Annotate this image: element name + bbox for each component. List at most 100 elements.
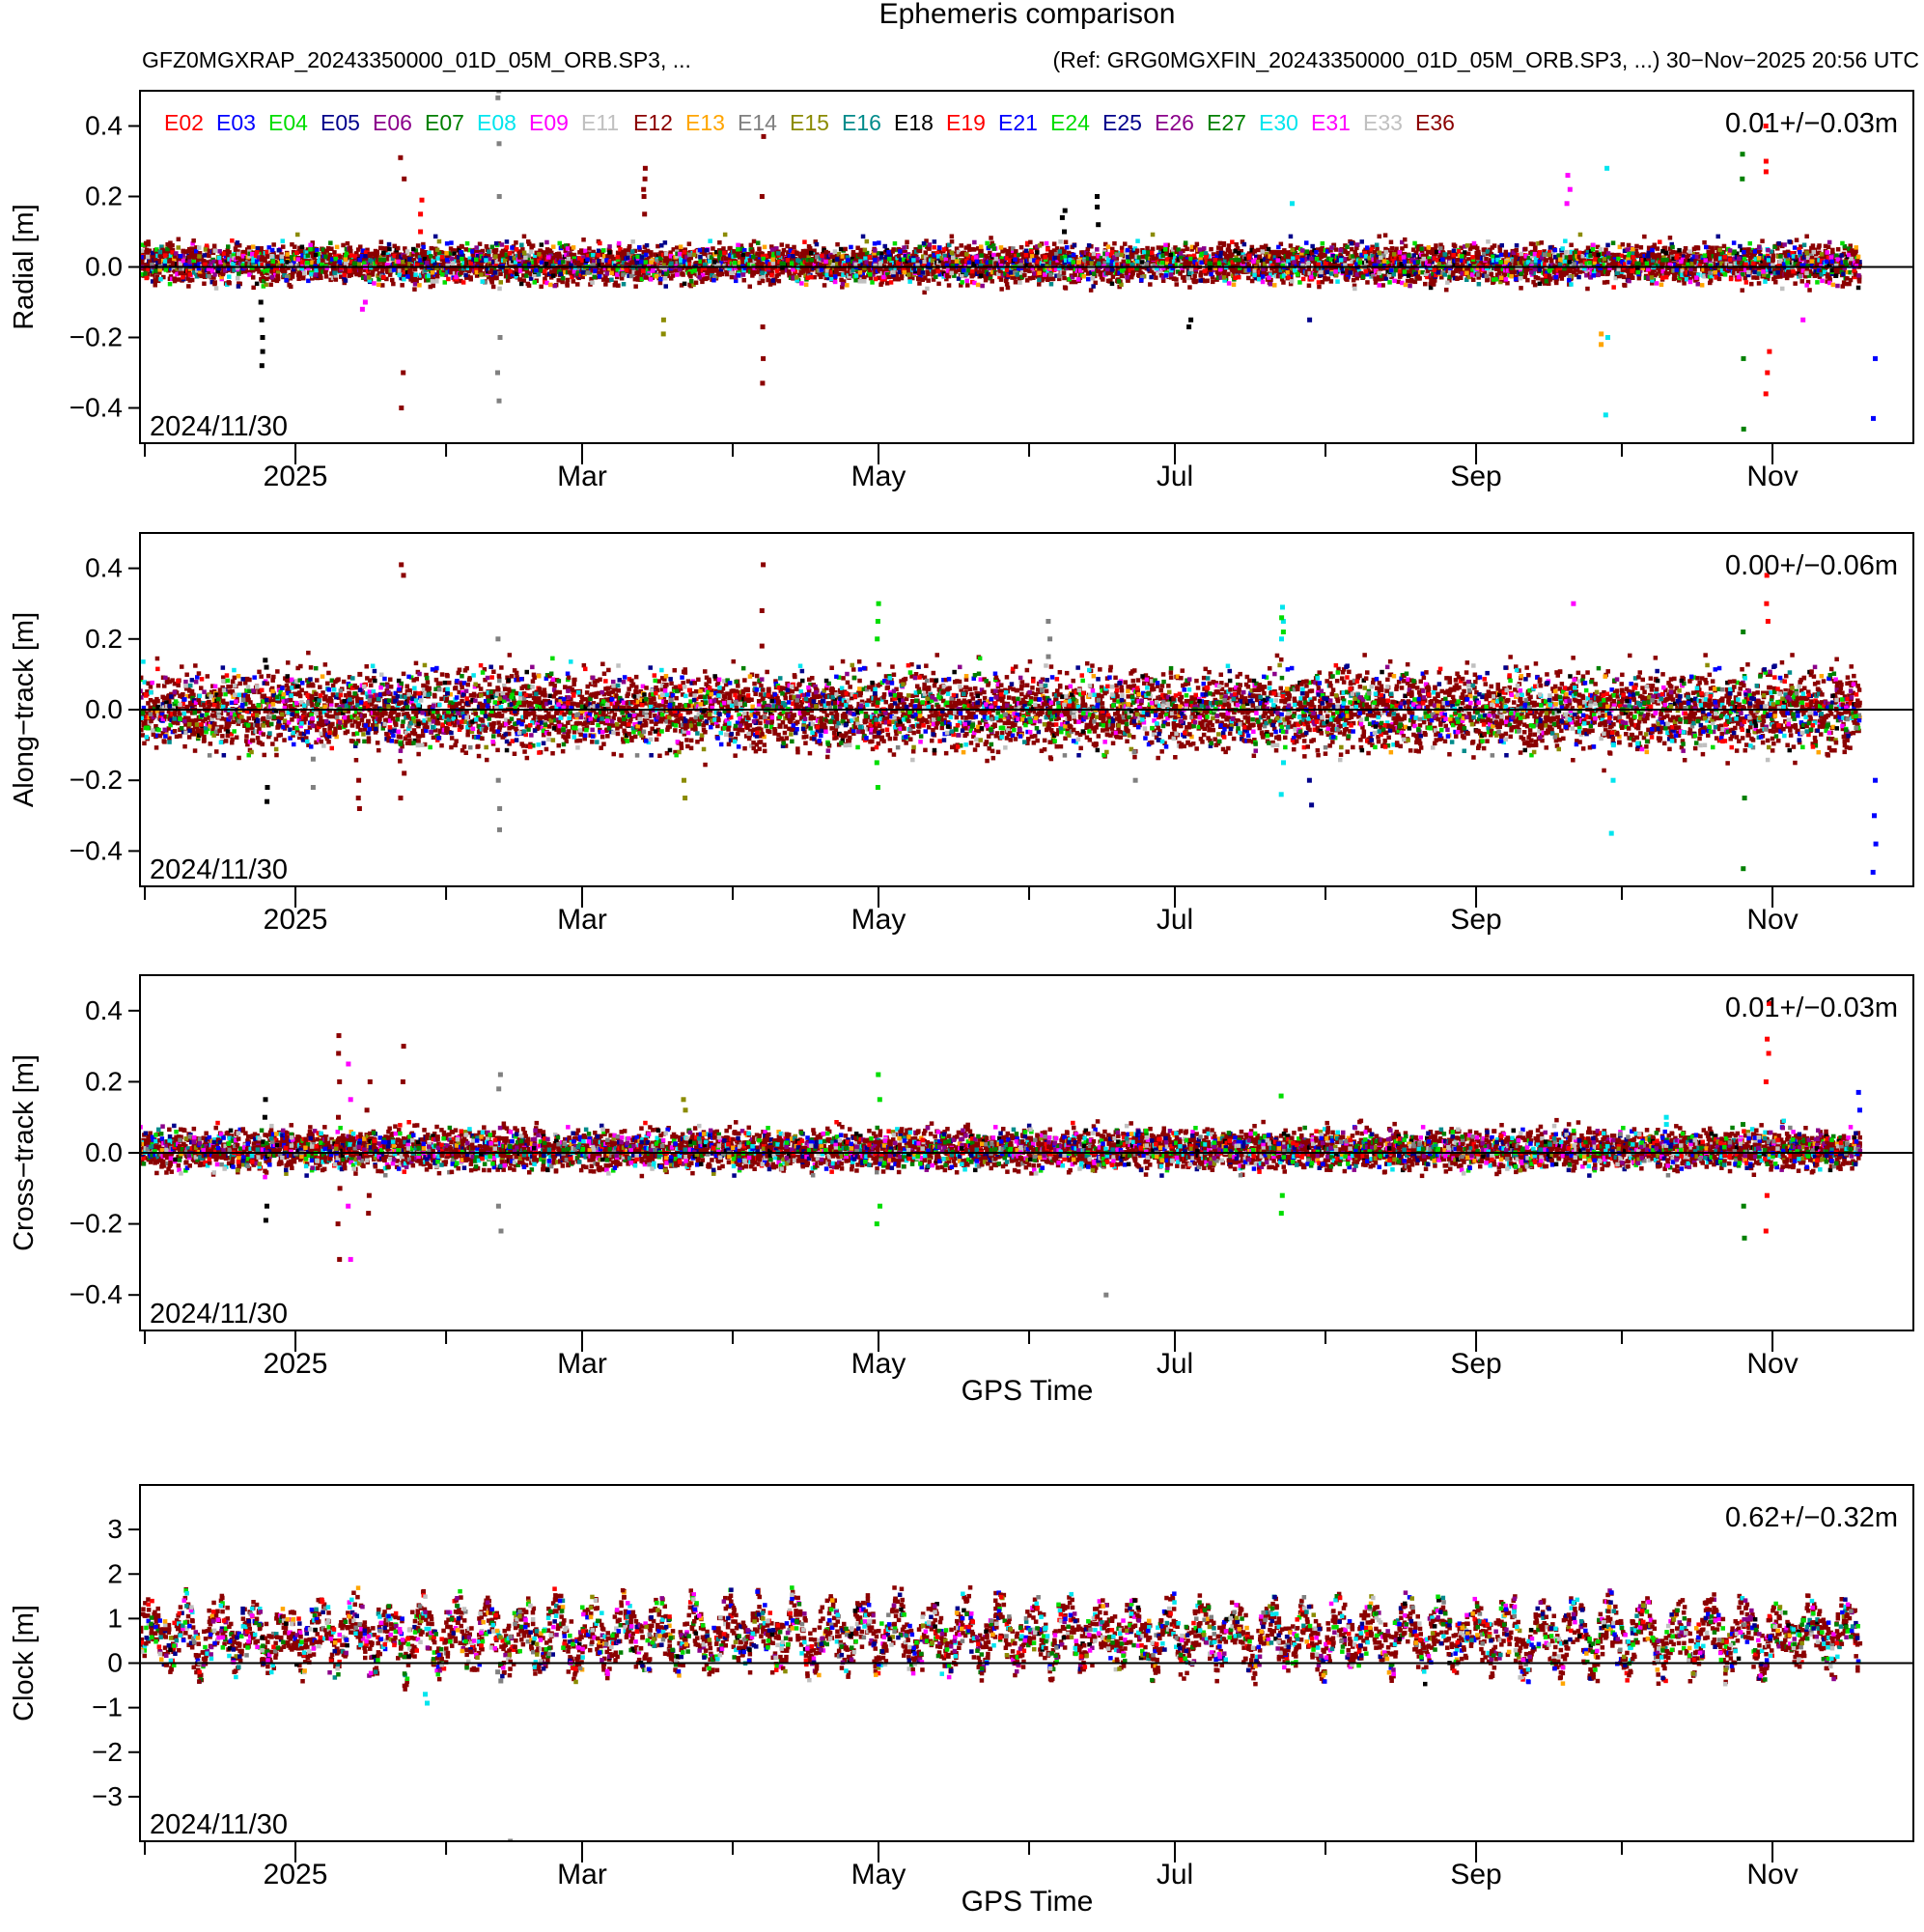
- scatter-point: [172, 276, 177, 281]
- scatter-point: [468, 277, 473, 282]
- scatter-point: [881, 274, 886, 280]
- scatter-point: [770, 254, 776, 259]
- scatter-point: [259, 257, 265, 262]
- scatter-point: [158, 276, 163, 282]
- scatter-point: [363, 250, 369, 255]
- scatter-point: [1102, 254, 1107, 259]
- scatter-point: [250, 251, 255, 257]
- scatter-point: [987, 266, 992, 271]
- scatter-point: [662, 240, 668, 245]
- scatter-point: [805, 268, 810, 274]
- scatter-point: [887, 256, 892, 262]
- scatter-point: [155, 278, 161, 284]
- scatter-point: [962, 250, 966, 256]
- scatter-point: [1119, 252, 1125, 258]
- scatter-point: [913, 247, 918, 252]
- legend-entry-e14: E14: [738, 110, 777, 135]
- scatter-point: [389, 268, 395, 273]
- legend-entry-e06: E06: [373, 110, 412, 135]
- scatter-point: [396, 245, 401, 251]
- scatter-point: [1072, 242, 1077, 248]
- scatter-point: [812, 274, 817, 280]
- scatter-point: [867, 269, 873, 275]
- scatter-point: [408, 268, 413, 274]
- scatter-point: [888, 280, 894, 285]
- scatter-point: [788, 248, 794, 253]
- scatter-point: [417, 283, 422, 288]
- scatter-point: [1181, 248, 1185, 253]
- scatter-point: [1174, 277, 1179, 282]
- scatter-point: [712, 268, 718, 273]
- scatter-point: [1023, 267, 1028, 273]
- scatter-point: [853, 278, 858, 283]
- scatter-point: [952, 273, 957, 278]
- scatter-point: [492, 270, 498, 275]
- scatter-point: [1046, 277, 1050, 282]
- scatter-point: [321, 269, 325, 274]
- scatter-point: [896, 277, 901, 282]
- scatter-point: [1109, 267, 1115, 272]
- scatter-point: [936, 281, 941, 287]
- scatter-point: [157, 267, 162, 272]
- scatter-point: [760, 278, 766, 284]
- scatter-point: [609, 277, 614, 282]
- scatter-point: [649, 260, 654, 265]
- scatter-point: [163, 253, 168, 258]
- scatter-point: [464, 258, 469, 263]
- scatter-point: [1067, 255, 1072, 260]
- scatter-point: [483, 280, 488, 285]
- scatter-point: [919, 266, 925, 271]
- scatter-point: [1209, 261, 1213, 266]
- scatter-point: [910, 275, 915, 281]
- scatter-point: [1102, 241, 1108, 247]
- scatter-point: [1216, 245, 1221, 250]
- scatter-point: [460, 256, 464, 262]
- scatter-point: [1073, 266, 1078, 271]
- scatter-point: [803, 282, 809, 288]
- scatter-point: [294, 250, 299, 256]
- scatter-point: [1226, 281, 1232, 286]
- scatter-point: [456, 258, 460, 264]
- scatter-point: [872, 251, 877, 256]
- scatter-point: [207, 274, 211, 279]
- scatter-point: [989, 236, 993, 240]
- scatter-point: [925, 286, 930, 292]
- scatter-point: [731, 257, 737, 262]
- scatter-point: [936, 254, 941, 259]
- scatter-point: [297, 260, 303, 265]
- scatter-point: [840, 282, 846, 287]
- scatter-point: [434, 247, 440, 253]
- scatter-point: [413, 277, 419, 283]
- scatter-point: [571, 245, 576, 250]
- scatter-point: [219, 274, 224, 280]
- scatter-point: [328, 240, 333, 245]
- scatter-point: [615, 255, 620, 260]
- scatter-point: [811, 266, 816, 270]
- scatter-point: [615, 257, 621, 262]
- scatter-point: [600, 258, 606, 263]
- scatter-point: [1029, 254, 1035, 259]
- scatter-point: [520, 247, 525, 252]
- scatter-point: [974, 266, 980, 272]
- scatter-point: [197, 245, 202, 250]
- scatter-point: [742, 266, 748, 270]
- scatter-point: [884, 255, 889, 260]
- scatter-point: [550, 263, 556, 268]
- scatter-point: [911, 260, 917, 266]
- scatter-point: [147, 248, 153, 253]
- scatter-point: [253, 253, 259, 258]
- scatter-point: [1045, 260, 1050, 265]
- scatter-point: [668, 250, 673, 255]
- scatter-point: [1169, 256, 1175, 262]
- scatter-point: [877, 240, 881, 245]
- scatter-point: [970, 246, 975, 252]
- scatter-point: [746, 262, 752, 267]
- scatter-point: [467, 256, 472, 261]
- scatter-point: [605, 261, 610, 266]
- scatter-point: [144, 247, 150, 253]
- scatter-point: [892, 276, 898, 282]
- scatter-point: [333, 256, 338, 262]
- scatter-point: [946, 283, 952, 288]
- scatter-point: [1114, 256, 1120, 262]
- scatter-point: [197, 254, 202, 259]
